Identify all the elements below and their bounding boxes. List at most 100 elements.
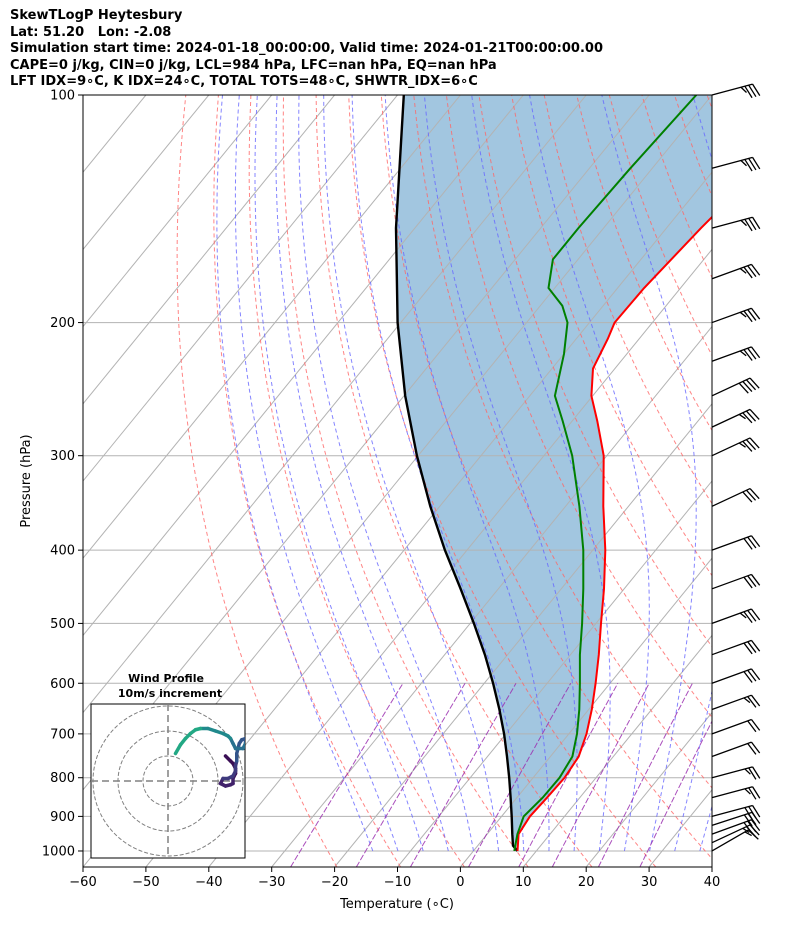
wind-barb-feather — [752, 805, 761, 818]
wind-barb-feather — [743, 576, 753, 589]
wind-barb-feather — [747, 743, 757, 755]
wind-barb — [711, 535, 761, 551]
wind-barb-feather — [744, 159, 753, 172]
wind-barb-feather — [744, 788, 751, 795]
cin-shaded-area — [396, 95, 712, 851]
y-axis-ticks: 100 200 300 400 500 600 700 800 900 1000 — [42, 89, 83, 859]
wind-barb-staff — [711, 156, 753, 169]
wind-barb — [711, 487, 760, 507]
wind-barb-feather — [742, 440, 753, 452]
wind-barb-staff — [711, 608, 752, 625]
wind-barb — [711, 608, 761, 625]
wind-barb-feather — [750, 535, 761, 548]
wind-barb-staff — [711, 741, 752, 758]
wind-barb — [711, 346, 761, 362]
wind-barb-feather — [743, 310, 753, 323]
isotherm-line — [83, 95, 398, 482]
title-line-4: CAPE=0 j/kg, CIN=0 j/kg, LCL=984 hPa, LF… — [10, 57, 497, 73]
wind-barb-feather — [738, 442, 746, 448]
wind-barb-feather — [740, 219, 747, 227]
moist-adiabat-line — [601, 95, 697, 852]
wind-barb-feather — [748, 806, 757, 819]
wind-barb-feather — [752, 216, 761, 230]
wind-barb-feather — [747, 641, 757, 653]
wind-barb-staff — [711, 804, 753, 818]
moist-adiabat-line — [234, 95, 399, 852]
isotherm-line — [83, 95, 273, 328]
isotherm-line — [460, 557, 712, 867]
mixing-ratio-line — [409, 683, 517, 867]
dry-adiabat-line — [706, 95, 712, 111]
title-line-3: Simulation start time: 2024-01-18_00:00:… — [10, 41, 603, 56]
profile-lines — [394, 95, 712, 852]
wind-barb-feather — [745, 489, 757, 501]
wind-barb — [711, 377, 760, 397]
x-tick-label: 40 — [704, 875, 721, 890]
y-tick-label: 200 — [50, 316, 75, 331]
hodograph: Wind Profile 10m/s increment — [90, 672, 246, 859]
wind-barb-feather — [738, 413, 746, 420]
mixing-ratio-line — [518, 683, 619, 867]
wind-barb-feather — [747, 309, 757, 321]
wind-barb-feather — [747, 720, 757, 733]
wind-barb-feather — [748, 787, 757, 800]
dry-adiabat-line — [176, 95, 338, 867]
wind-barb-staff — [711, 307, 752, 324]
x-tick-label: −10 — [384, 875, 411, 890]
wind-barb-feather — [744, 768, 751, 775]
wind-barb-feather — [747, 610, 757, 622]
wind-barb-staff — [711, 216, 753, 229]
wind-barb-feather — [747, 696, 757, 708]
wind-barb-staff — [711, 573, 752, 590]
mixing-ratio-line — [355, 683, 466, 867]
wind-barb-feather — [740, 86, 747, 93]
wind-barb-feather — [745, 439, 757, 451]
y-tick-label: 600 — [50, 677, 75, 692]
x-axis-ticks: −60 −50 −40 −30 −20 −10 0 10 20 30 40 — [69, 867, 720, 890]
y-tick-label: 300 — [50, 449, 75, 464]
wind-barb-feather — [749, 488, 760, 500]
wind-barb — [711, 83, 761, 99]
wind-barb-staff — [711, 766, 753, 779]
wind-barb-feather — [748, 217, 757, 231]
dry-adiabat-line — [315, 95, 593, 867]
wind-barb-feather — [750, 668, 761, 681]
x-tick-label: −20 — [321, 875, 348, 890]
wind-barb-feather — [747, 536, 757, 549]
y-tick-label: 700 — [50, 727, 75, 742]
y-tick-label: 100 — [50, 89, 75, 104]
y-tick-label: 500 — [50, 617, 75, 632]
wind-barb-feather — [743, 697, 751, 704]
y-tick-label: 400 — [50, 544, 75, 559]
wind-barb — [711, 573, 761, 590]
moist-adiabat-line — [471, 95, 611, 852]
wind-barb-feather — [740, 160, 747, 167]
wind-barb-staff — [711, 718, 752, 735]
wind-barb-feather — [738, 382, 749, 394]
wind-barb-staff — [711, 786, 753, 799]
x-tick-label: 0 — [456, 875, 464, 890]
wind-barb-feather — [743, 611, 753, 624]
moist-adiabat-line — [384, 95, 550, 852]
temperature-line — [516, 215, 712, 852]
wind-barb — [711, 741, 761, 758]
dewpoint-line — [513, 95, 698, 852]
hodograph-plot — [91, 704, 245, 858]
parcel-profile-line — [394, 95, 519, 852]
wind-barb-feather — [747, 575, 757, 588]
wind-barbs — [711, 83, 761, 852]
y-tick-label: 900 — [50, 810, 75, 825]
wind-barb — [711, 766, 761, 780]
wind-barb-feather — [743, 266, 753, 279]
wind-barb-feather — [743, 642, 753, 655]
wind-barb-staff — [711, 535, 752, 551]
mixing-ratio-line — [597, 683, 693, 867]
wind-barb-feather — [739, 350, 747, 357]
x-tick-label: 10 — [515, 875, 532, 890]
wind-barb — [711, 263, 761, 280]
hodograph-subtitle: 10m/s increment — [118, 687, 222, 700]
wind-barb-feather — [752, 766, 761, 779]
y-tick-label: 1000 — [42, 844, 75, 859]
isotherm-line — [208, 248, 712, 867]
wind-barb-feather — [750, 741, 761, 754]
